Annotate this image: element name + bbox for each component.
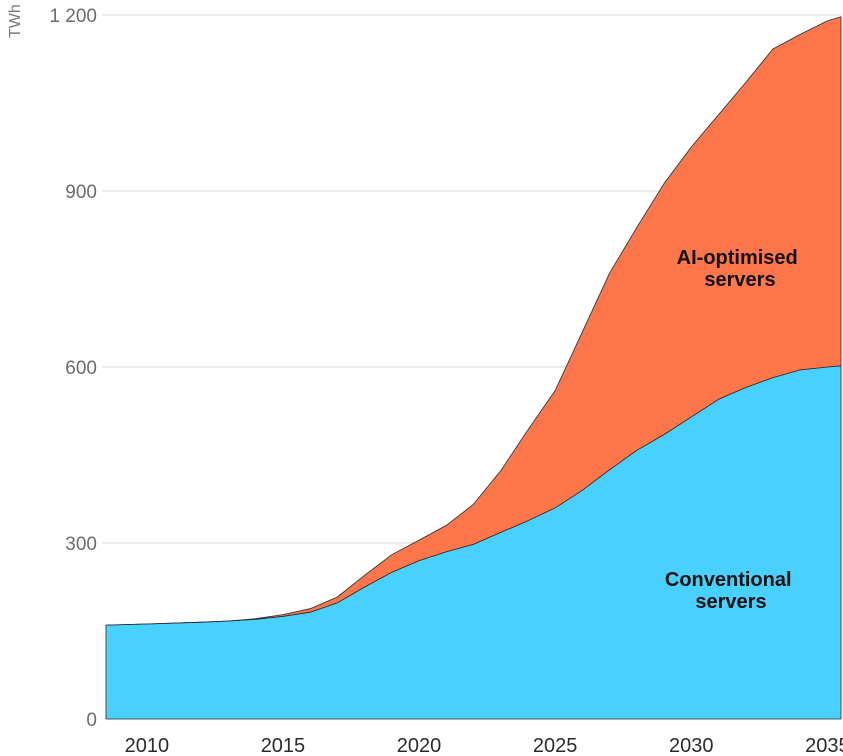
conventional-servers-label: Conventional servers	[665, 569, 797, 613]
ai-optimised-servers-label-line-2: servers	[704, 269, 775, 291]
ai-optimised-servers-label-line-1: AI-optimised	[677, 247, 798, 269]
x-tick-label: 2020	[397, 735, 442, 756]
x-tick-label: 2025	[533, 735, 578, 756]
y-axis-ticks: 0 300 600 900 1 200	[49, 6, 97, 731]
x-tick-label: 2010	[125, 735, 170, 756]
y-tick-label: 1 200	[49, 6, 97, 27]
y-tick-label: 600	[65, 358, 97, 379]
y-tick-label: 900	[65, 182, 97, 203]
conventional-servers-label-line-1: Conventional	[665, 569, 792, 591]
y-axis-unit-label: TWh	[7, 4, 24, 38]
y-tick-label: 300	[65, 534, 97, 555]
x-tick-label: 2035	[805, 735, 843, 756]
ai-optimised-servers-label: AI-optimised servers	[677, 247, 804, 291]
x-tick-label: 2015	[261, 735, 306, 756]
y-tick-label: 0	[86, 710, 97, 731]
ai-optimised-servers-area	[105, 16, 842, 626]
x-tick-label: 2030	[669, 735, 714, 756]
area-series	[105, 16, 842, 720]
conventional-servers-label-line-2: servers	[695, 591, 766, 613]
x-axis-ticks: 2010 2015 2020 2025 2030 2035	[125, 735, 843, 756]
